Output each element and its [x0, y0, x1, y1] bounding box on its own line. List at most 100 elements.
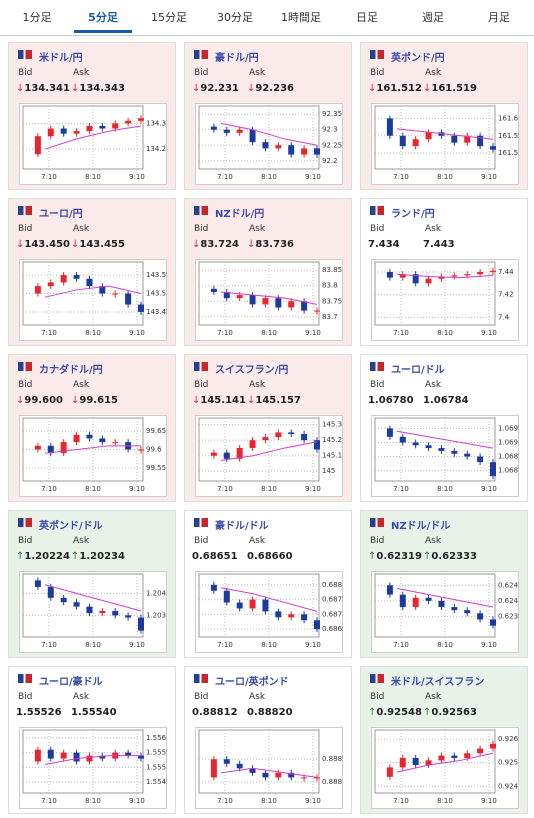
rate-card[interactable]: 米ドル/円 Bid Ask ↓134.341 ↓134.343 134.2 134.3 7:1…	[8, 42, 176, 190]
bid-label: Bid	[18, 536, 33, 546]
flag-icon	[370, 674, 384, 683]
candle	[112, 442, 119, 444]
candle	[301, 614, 308, 621]
candle	[386, 428, 393, 437]
rate-card[interactable]: 英ポンド/ドル Bid Ask ↑1.20224 ↑1.20234 1.203 1.204 7…	[8, 510, 176, 658]
chart-frame	[371, 259, 519, 341]
y-tick-label: 83.75	[322, 297, 342, 305]
tab[interactable]: 30分足	[217, 11, 253, 24]
rate-card[interactable]: 豪ドル/円 Bid Ask ↓92.231 ↓92.236 92.2 92.25 92.3 92…	[184, 42, 352, 190]
rate-card[interactable]: ランド/円 Bid Ask 7.434 7.443 7.4 7.42 7.44 7:10 8:10…	[360, 198, 528, 346]
candle	[112, 293, 119, 295]
rate-card[interactable]: ユーロ/豪ドルBidAsk1.555261.555401.55451.5551.…	[8, 666, 176, 814]
bid-price: 7.434	[368, 239, 400, 250]
y-tick-label: 143.45	[146, 308, 167, 316]
candle	[34, 136, 41, 155]
candle	[464, 753, 471, 758]
moving-average	[396, 752, 494, 773]
x-tick-label: 8:10	[85, 797, 101, 805]
x-tick-label: 9:10	[481, 329, 497, 337]
candle	[236, 602, 243, 609]
bid-label: Bid	[370, 380, 385, 390]
moving-average	[396, 430, 494, 449]
candle	[399, 757, 406, 768]
tab[interactable]: 日足	[356, 11, 378, 24]
tab[interactable]: 月足	[488, 11, 510, 24]
candle	[477, 135, 484, 147]
bid-value: ↓134.341	[16, 83, 70, 94]
y-tick-label: 134.3	[146, 119, 166, 127]
tab[interactable]: 1分足	[22, 11, 52, 24]
bid-price: 1.20224	[24, 551, 70, 562]
pair-name: 英ポンド/円	[391, 53, 445, 64]
flag-icon	[18, 518, 32, 527]
ask-label: Ask	[425, 224, 442, 234]
x-tick-label: 8:10	[261, 485, 277, 493]
candle	[34, 286, 41, 294]
y-tick-label: 145	[322, 467, 335, 475]
rate-card[interactable]: スイスフラン/円 Bid Ask ↓145.141 ↓145.157 145 145.1 14…	[184, 354, 352, 502]
ask-price: 0.62333	[431, 551, 477, 562]
candle	[99, 125, 106, 129]
tab[interactable]: 5分足	[74, 0, 132, 33]
ask-price: 92.236	[255, 83, 294, 94]
moving-average	[44, 285, 142, 298]
x-tick-label: 8:10	[85, 485, 101, 493]
rate-card[interactable]: ユーロ/英ポンド Bid Ask 0.88812 0.88820 0.888 0.8885 7…	[184, 666, 352, 814]
candle	[386, 767, 393, 777]
trend-arrow: ↑	[368, 707, 377, 718]
ask-value: ↓161.519	[423, 83, 477, 94]
rate-card[interactable]: ユーロ/円BidAsk↓143.450↓143.455143.45143.514…	[8, 198, 176, 346]
tab[interactable]: 15分足	[151, 11, 187, 24]
rate-card[interactable]: 米ドル/スイスフラン Bid Ask ↑0.92548 ↑0.92563 0.924 0.9…	[360, 666, 528, 814]
x-tick-label: 8:10	[261, 329, 277, 337]
ask-price: 145.157	[255, 395, 301, 406]
mini-chart: 0.6865 0.687 0.6875 0.688 7:10 8:10 9:10	[195, 571, 343, 653]
candle	[47, 749, 54, 759]
y-tick-label: 161.5	[498, 149, 518, 157]
mini-chart: 143.45 143.5 143.55 7:10 8:10 9:10	[19, 259, 167, 341]
rate-card[interactable]: NZドル/円 Bid Ask ↓83.724 ↓83.736 83.7 83.75 83.8 8…	[184, 198, 352, 346]
bid-price: 0.88812	[192, 707, 238, 718]
rate-card[interactable]: ユーロ/ドルBidAsk1.067801.067841.0681.06851.0…	[360, 354, 528, 502]
ask-price: 0.88820	[247, 707, 293, 718]
y-tick-label: 0.624	[498, 597, 519, 605]
mini-chart: 1.068 1.0685 1.069 1.0695 7:10 8:10 9:10	[371, 415, 519, 497]
candle	[34, 749, 41, 762]
candle	[301, 433, 308, 441]
trend-arrow: ↑	[368, 551, 377, 562]
rate-card[interactable]: 英ポンド/円BidAsk↓161.512↓161.519161.5161.551…	[360, 42, 528, 190]
candle	[386, 271, 393, 278]
pair-name: 豪ドル/ドル	[215, 521, 269, 532]
candle	[125, 293, 132, 305]
trend-arrow: ↑	[423, 707, 432, 718]
tab[interactable]: 1時間足	[281, 11, 321, 24]
bid-value: ↓92.231	[192, 83, 239, 94]
candle	[210, 759, 217, 778]
plot-border	[22, 573, 144, 638]
bid-value: 1.06780	[368, 395, 414, 406]
candle	[236, 763, 243, 769]
bid-price: 1.06780	[368, 395, 414, 406]
pair-name: ユーロ/豪ドル	[39, 677, 103, 688]
x-tick-label: 8:10	[261, 173, 277, 181]
x-tick-label: 7:10	[217, 485, 233, 493]
tab[interactable]: 週足	[422, 11, 444, 24]
rate-card[interactable]: カナダドル/円 Bid Ask ↓99.600 ↓99.615 99.55 99.6 99.6…	[8, 354, 176, 502]
chart-frame	[371, 727, 519, 809]
ask-label: Ask	[425, 380, 442, 390]
candle	[262, 599, 269, 612]
flag-icon	[18, 50, 32, 59]
candle	[477, 456, 484, 463]
rate-card[interactable]: NZドル/ドルBidAsk↑0.62319↑0.623330.62350.624…	[360, 510, 528, 658]
candle	[477, 748, 484, 754]
y-tick-label: 0.888	[322, 778, 342, 786]
chart-frame	[195, 259, 343, 341]
bid-value: 0.68651	[192, 551, 238, 562]
bid-price: 92.231	[200, 83, 239, 94]
bid-value: 7.434	[368, 239, 400, 250]
y-tick-label: 99.55	[146, 464, 166, 472]
y-tick-label: 1.555	[146, 763, 166, 771]
pair-name: 米ドル/円	[39, 53, 83, 64]
rate-card[interactable]: 豪ドル/ドルBidAsk0.686510.686600.68650.6870.6…	[184, 510, 352, 658]
